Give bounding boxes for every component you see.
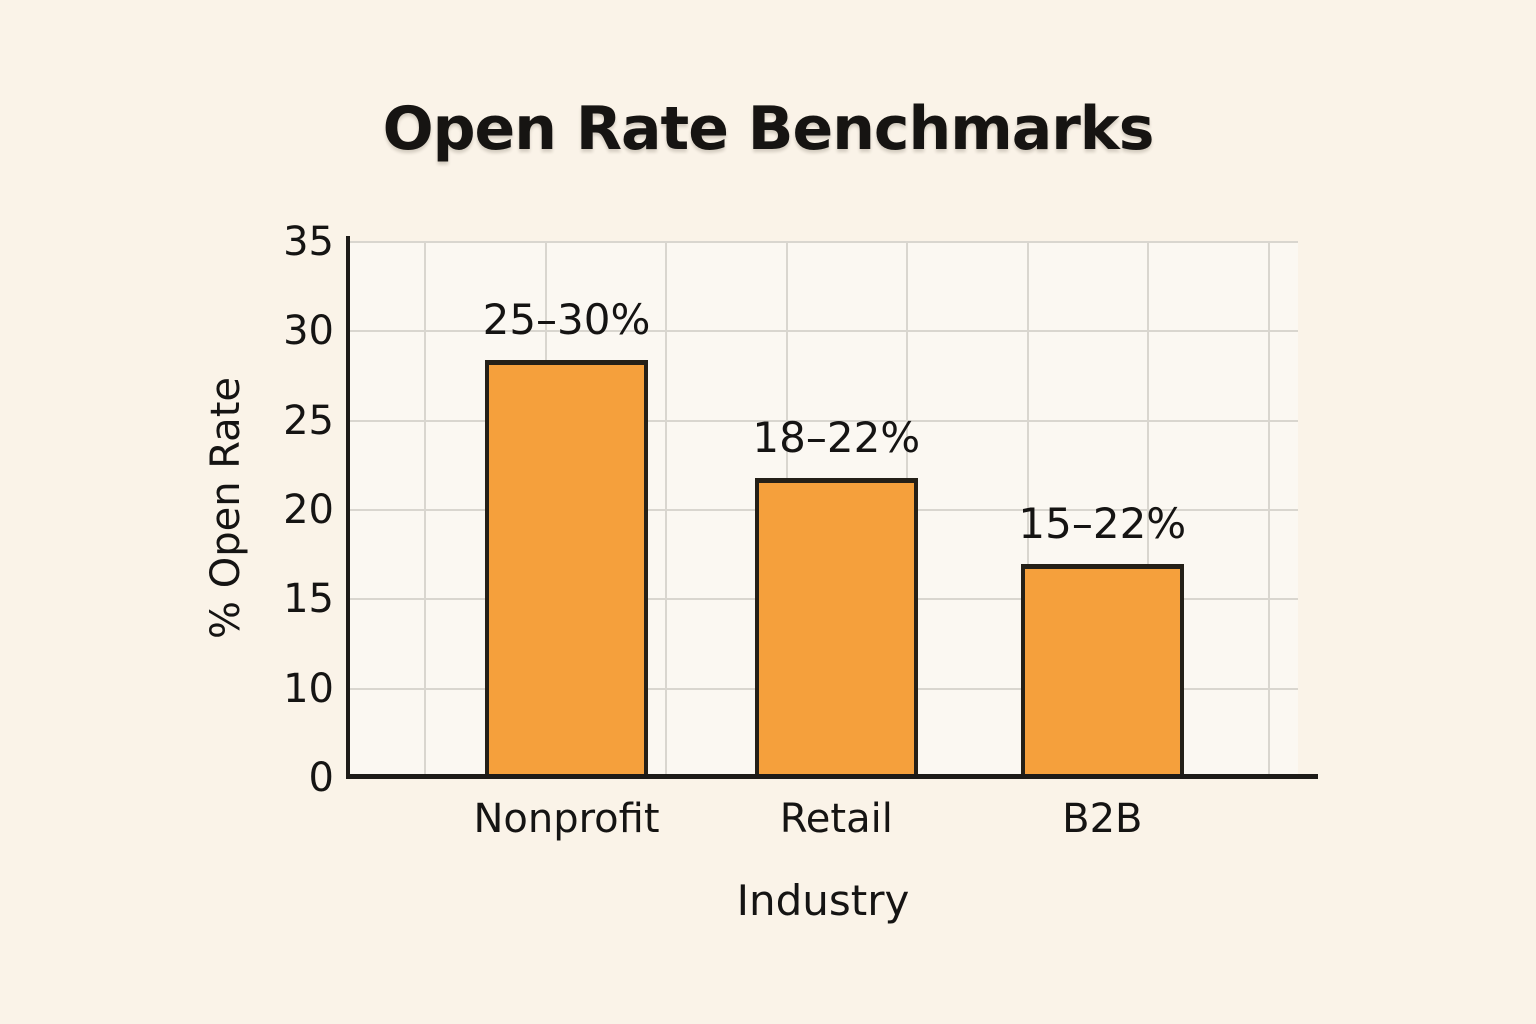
horizontal-gridline: [348, 419, 1298, 422]
horizontal-gridline: [348, 241, 1298, 243]
x-category-label-b2b: B2B: [1062, 796, 1143, 842]
y-tick-label: 15: [283, 576, 334, 623]
chart-title: Open Rate Benchmarks: [382, 94, 1155, 164]
x-axis-line: [346, 774, 1318, 779]
y-tick-label: 35: [283, 219, 334, 265]
x-category-label-retail: Retail: [779, 796, 893, 842]
y-tick-label: 25: [283, 397, 334, 444]
y-axis-title: % Open Rate: [203, 377, 249, 639]
bar-value-label: 25–30%: [482, 294, 651, 344]
horizontal-gridline: [348, 330, 1298, 333]
y-axis-line: [346, 236, 350, 779]
y-tick-label: 20: [283, 487, 334, 533]
y-tick-label: 10: [283, 665, 334, 712]
bar-value-label: 18–22%: [752, 412, 921, 462]
y-tick-label: 0: [308, 755, 334, 801]
y-tick-label: 30: [283, 308, 334, 355]
x-category-label-nonprofit: Nonprofit: [473, 796, 660, 842]
x-axis-title: Industry: [736, 876, 910, 925]
bar-nonprofit: [484, 359, 649, 778]
bar-retail: [754, 477, 918, 778]
plot-area: 25–30% 18–22% 15–22%: [348, 241, 1298, 778]
bar-b2b: [1020, 563, 1184, 778]
bar-value-label: 15–22%: [1018, 498, 1187, 548]
